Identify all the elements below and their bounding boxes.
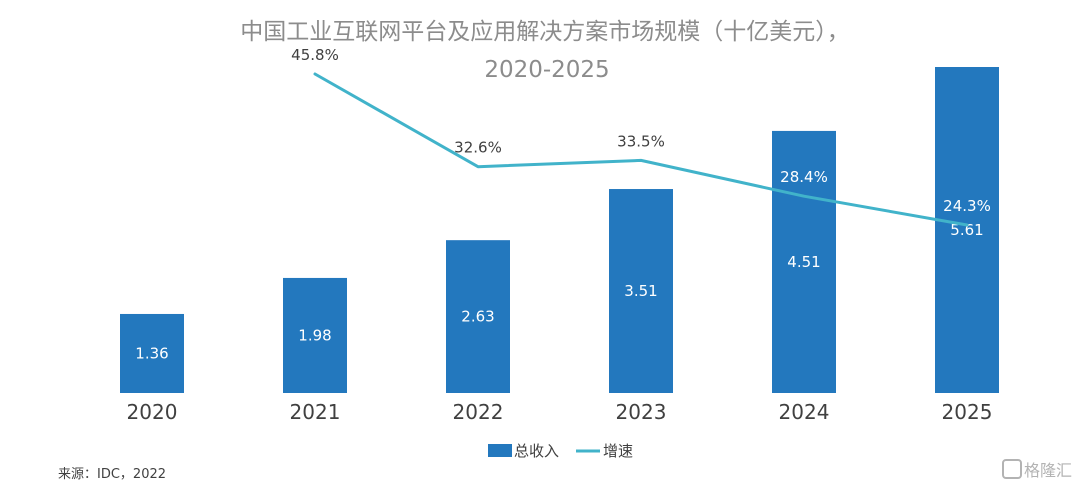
growth-label-2023: 33.5% [617,132,665,150]
x-tick-2021: 2021 [290,400,341,424]
bar-value-label-2021: 1.98 [298,326,331,344]
x-tick-2023: 2023 [616,400,667,424]
chart-title-line2: 2020-2025 [484,57,609,83]
x-tick-2024: 2024 [779,400,830,424]
x-tick-2020: 2020 [127,400,178,424]
watermark-logo-icon [1002,459,1022,479]
legend-bar-label: 总收入 [514,442,559,460]
bar-value-label-2024: 4.51 [787,253,820,271]
legend: 总收入 增速 [488,442,633,460]
bar-value-label-2022: 2.63 [461,308,494,326]
x-axis: 2020 2021 2022 2023 2024 2025 [127,400,993,424]
bar-2025 [935,67,999,393]
legend-bar-swatch [488,444,512,457]
bar-value-label-2025: 5.61 [950,221,983,239]
line-series: 45.8% 32.6% 33.5% 28.4% 24.3% [291,46,991,227]
bar-2024 [772,130,836,393]
bar-2020 [120,313,184,393]
x-tick-2022: 2022 [453,400,504,424]
legend-line-label: 增速 [603,442,633,460]
bar-2022 [446,240,510,393]
growth-label-2022: 32.6% [454,139,502,157]
bar-series: 1.36 1.98 2.63 3.51 4.51 5.61 [120,67,999,393]
bar-2021 [283,277,347,393]
bar-value-label-2023: 3.51 [624,282,657,300]
growth-label-2021: 45.8% [291,46,339,64]
source-note: 来源：IDC，2022 [58,467,166,482]
watermark: 格隆汇 [1002,459,1072,480]
x-tick-2025: 2025 [942,400,993,424]
bar-value-label-2020: 1.36 [135,344,168,362]
growth-rate-line [313,72,969,227]
growth-label-2024: 28.4% [780,168,828,186]
growth-label-2025: 24.3% [943,197,991,215]
watermark-text: 格隆汇 [1024,461,1072,480]
bar-2023 [609,189,673,393]
chart-title-line1: 中国工业互联网平台及应用解决方案市场规模（十亿美元）， [240,19,850,45]
